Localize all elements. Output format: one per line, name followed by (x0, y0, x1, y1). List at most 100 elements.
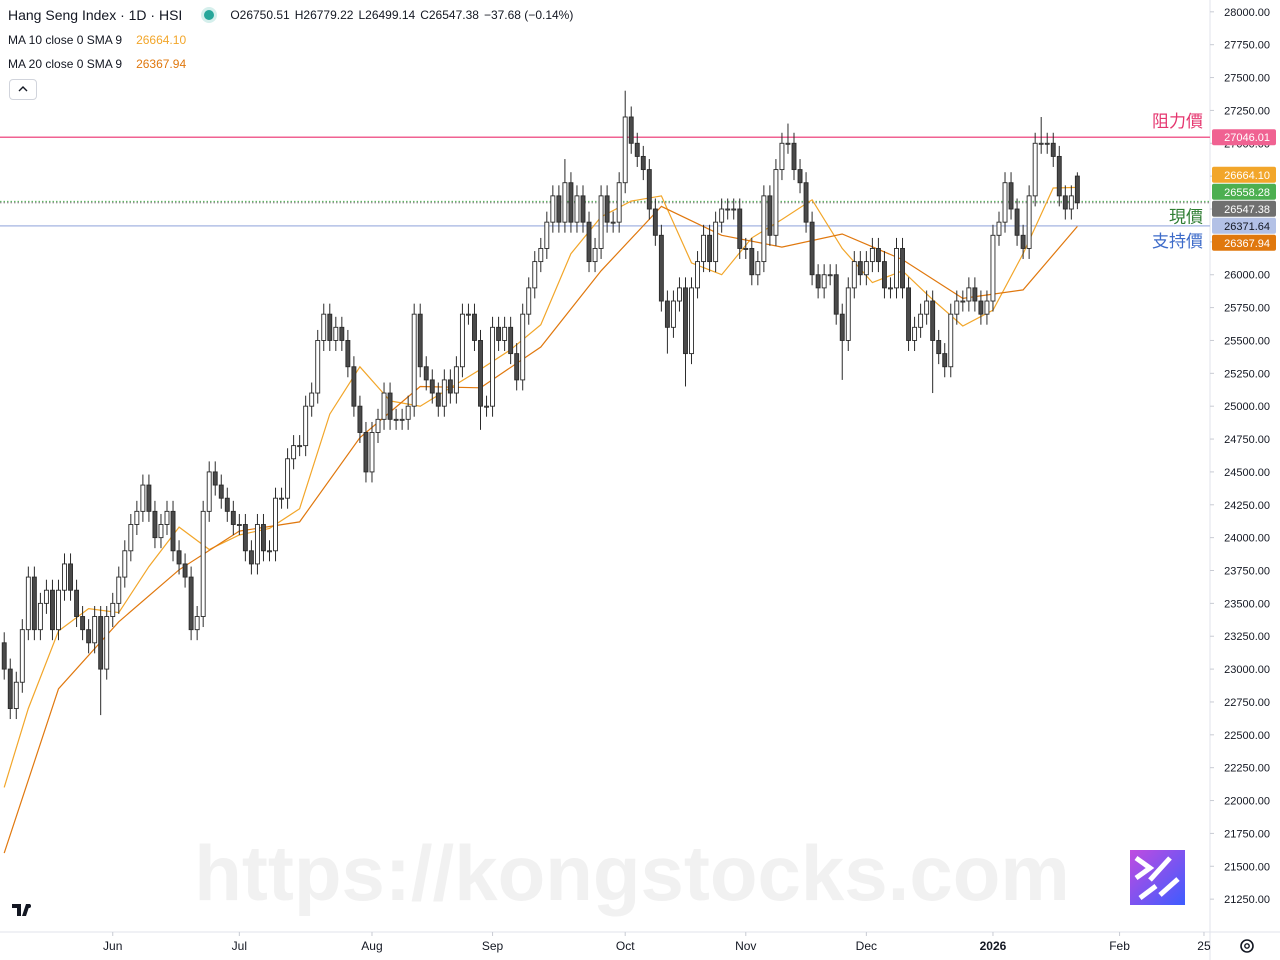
candle-body (369, 432, 375, 473)
price-badge: 26547.38 (1212, 200, 1276, 217)
candle-body (472, 313, 477, 341)
candle-body (134, 510, 140, 525)
candle-body (900, 247, 905, 289)
candle-body (646, 169, 652, 210)
candle (737, 198, 743, 259)
candle-body (815, 274, 821, 289)
candle (749, 237, 755, 286)
candle-body (508, 326, 514, 355)
candle (435, 382, 441, 417)
candle (670, 290, 676, 338)
candle (25, 566, 31, 641)
candle-body (966, 287, 972, 302)
candle (279, 487, 284, 509)
candle (80, 605, 86, 641)
ohlc-high: H26779.22 (295, 8, 354, 22)
candle (881, 251, 887, 299)
candle-body (634, 142, 640, 157)
candle-body (267, 550, 272, 553)
price-badge-box (1212, 200, 1276, 217)
close-prefix: C (420, 8, 429, 22)
candle (930, 290, 936, 394)
y-tick-label: 22250.00 (1224, 763, 1270, 775)
candle-body (116, 576, 122, 604)
candle-body (1026, 195, 1032, 249)
candle (695, 251, 700, 299)
settings-gear[interactable] (1240, 939, 1254, 953)
candle-body (484, 405, 489, 408)
candle (779, 132, 785, 181)
candle-body (188, 576, 194, 631)
candle (1020, 224, 1026, 259)
candle-body (447, 379, 453, 394)
candle-body (309, 392, 315, 407)
open-value: 26750.51 (239, 8, 290, 22)
candle (31, 566, 37, 641)
candle-body (833, 274, 839, 315)
candle-body (315, 340, 321, 394)
candle-body (652, 208, 658, 236)
candle (942, 343, 948, 378)
candle-body (1014, 208, 1020, 236)
candle (116, 566, 122, 614)
ma10-legend[interactable]: MA 10 close 0 SMA 9 26664.10 (8, 33, 186, 47)
candle (110, 592, 116, 628)
candle-body (857, 261, 863, 276)
candle-body (532, 261, 538, 289)
candle (1068, 185, 1074, 220)
chevron-icon (18, 86, 28, 92)
candle (447, 369, 453, 404)
low-value: 26499.14 (365, 8, 416, 22)
ma10-value: 26664.10 (136, 33, 187, 47)
candle-body (761, 195, 767, 263)
y-tick-label: 27750.00 (1224, 40, 1270, 52)
candle-body (1, 642, 7, 670)
candle-body (164, 510, 170, 525)
candle-body (996, 221, 1002, 236)
candle-body (74, 589, 80, 617)
candle-body (604, 195, 610, 223)
candle (321, 303, 327, 351)
site-logo (1130, 850, 1185, 905)
candle (839, 303, 845, 380)
ma20-value: 26367.94 (136, 57, 187, 71)
candle (634, 132, 640, 167)
candle-body (399, 418, 405, 421)
price-badge-label: 26367.94 (1224, 238, 1270, 250)
candle-body (50, 589, 55, 631)
candle-body (707, 234, 713, 263)
candle (140, 474, 146, 522)
candle (224, 487, 230, 522)
x-tick-label: Feb (1109, 939, 1130, 953)
candle-body (56, 589, 61, 631)
candle-body (381, 392, 387, 420)
candle-body (1074, 175, 1080, 204)
collapse-button[interactable] (9, 79, 37, 100)
candle-body (803, 182, 809, 223)
candle-body (695, 261, 700, 289)
candle (98, 605, 104, 716)
candle-body (261, 524, 266, 552)
ma20-legend[interactable]: MA 20 close 0 SMA 9 26367.94 (8, 57, 186, 71)
candle-body (92, 616, 98, 644)
symbol-title[interactable]: Hang Seng Index · 1D · HSI (8, 7, 183, 23)
candle-body (496, 326, 502, 341)
candle (200, 500, 206, 628)
candle-body (285, 458, 291, 499)
candle-body (894, 247, 899, 289)
candle-body (689, 287, 694, 355)
candle (152, 500, 158, 549)
candle (291, 435, 297, 470)
candle (863, 251, 869, 286)
candle (622, 90, 628, 194)
candle-body (701, 234, 707, 263)
candle-body (797, 169, 803, 184)
candle (254, 513, 260, 575)
candle-body (514, 353, 520, 381)
candle (502, 316, 508, 351)
candle (719, 198, 725, 233)
candle (363, 421, 369, 483)
open-prefix: O (230, 8, 240, 22)
ma10-name: MA 10 close 0 SMA 9 (8, 33, 123, 47)
candle (948, 303, 954, 378)
